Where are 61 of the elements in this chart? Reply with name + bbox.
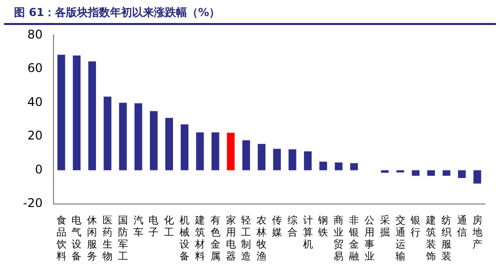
bar [180, 124, 188, 170]
bar [196, 132, 204, 170]
bar [119, 102, 127, 170]
y-tick-label: -20 [22, 196, 43, 210]
y-tick-label: 60 [27, 61, 43, 76]
x-tick-label: 综合 [287, 214, 298, 239]
x-tick-label: 汽车 [133, 214, 144, 239]
bar [334, 162, 342, 170]
y-tick-label: 40 [27, 94, 43, 109]
x-tick-label: 农林牧渔 [256, 216, 267, 263]
bar [304, 151, 312, 170]
x-tick-label: 银行 [410, 216, 421, 239]
bar [57, 54, 66, 170]
x-tick-label: 休闲服务 [87, 216, 98, 263]
x-tick-label: 机械设备 [180, 214, 190, 263]
x-tick-label: 电气设备 [72, 214, 82, 263]
bar [72, 55, 81, 170]
bar [288, 149, 296, 170]
bar [381, 170, 389, 173]
x-tick-label: 钢铁 [317, 216, 328, 239]
bar [165, 118, 174, 170]
bar [88, 61, 96, 170]
bar [258, 144, 266, 170]
x-tick-label: 化工 [164, 214, 174, 239]
x-tick-label: 房地产 [471, 214, 482, 251]
x-tick-label: 交通运输 [395, 214, 406, 263]
bar [458, 170, 466, 178]
x-tick-label: 有色金属 [210, 214, 220, 263]
bar [150, 111, 158, 170]
bar [134, 103, 142, 170]
bar [473, 170, 482, 184]
x-tick-label: 国防军工 [118, 216, 128, 263]
bar [350, 163, 358, 170]
x-tick-label: 纺织服装 [441, 214, 452, 263]
bar [104, 96, 112, 170]
bar [242, 140, 250, 170]
x-tick-label: 建筑材料 [194, 214, 205, 263]
x-tick-label: 建筑装饰 [425, 214, 436, 263]
x-tick-label: 通信 [456, 214, 467, 239]
bar [412, 170, 420, 176]
x-tick-label: 公用事业 [364, 214, 374, 263]
bar [212, 132, 220, 170]
y-tick-label: 0 [34, 162, 43, 176]
x-tick-label: 食品饮料 [55, 214, 66, 263]
x-tick-label: 电子 [148, 214, 159, 239]
y-tick-label: 20 [27, 128, 43, 143]
x-tick-label: 传媒 [272, 216, 282, 239]
bar [273, 148, 281, 170]
bar [427, 170, 435, 176]
x-tick-label: 商业贸易 [334, 214, 344, 263]
chart-title: 图 61：各版块指数年初以来涨跌幅（%） [4, 0, 496, 25]
bar [442, 170, 450, 176]
x-tick-label: 计算机 [302, 214, 313, 251]
x-tick-label: 医药生物 [102, 216, 113, 263]
x-tick-label: 轻工制造 [241, 214, 252, 263]
x-tick-label: 采掘 [380, 214, 390, 239]
y-tick-label: 80 [27, 27, 43, 42]
x-tick-label: 家用电器 [226, 214, 236, 263]
bar [226, 132, 235, 170]
bar [319, 162, 328, 170]
x-tick-label: 非银金融 [348, 214, 360, 263]
